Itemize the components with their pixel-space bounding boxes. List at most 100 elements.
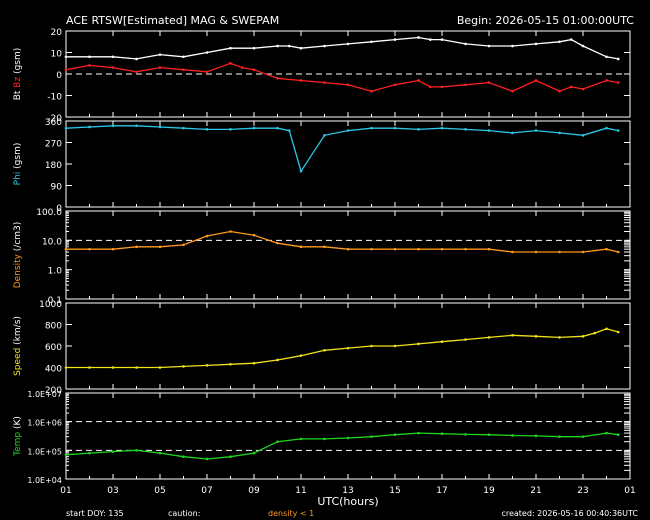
- data-point-bt: [346, 42, 350, 46]
- y-tick-label: 0.1: [48, 296, 62, 306]
- y-axis-label-part: (K): [13, 416, 23, 432]
- data-point-phi: [287, 129, 291, 132]
- data-point-speed: [182, 365, 185, 368]
- data-point-bt: [158, 53, 162, 56]
- panel-phi: 360 270 180 90 0 Phi (gsm): [13, 118, 631, 214]
- data-point-speed: [417, 342, 420, 346]
- data-point-speed: [135, 366, 138, 369]
- data-point-density: [511, 250, 514, 254]
- data-point-bz: [581, 87, 585, 91]
- y-axis-label-part: Temp: [13, 432, 23, 457]
- data-point-temp: [605, 431, 608, 435]
- data-point-bz: [135, 70, 138, 74]
- y-axis-label-part: (/cm3): [13, 222, 23, 254]
- data-point-density: [616, 250, 620, 254]
- y-tick-label: 180: [45, 161, 62, 171]
- data-point-temp: [616, 433, 620, 437]
- data-point-bz: [370, 89, 373, 93]
- data-point-speed: [605, 327, 608, 331]
- y-axis-label-part: Speed: [13, 348, 23, 376]
- y-tick-label: 1.0E+04: [27, 476, 62, 485]
- data-point-density: [135, 245, 138, 249]
- data-point-bt: [417, 36, 420, 39]
- y-tick-label: 1000: [39, 300, 62, 310]
- x-axis-label: UTC(hours): [317, 495, 378, 508]
- data-point-bz: [487, 81, 491, 84]
- y-axis-label-part: (gsm): [13, 48, 23, 77]
- data-point-speed: [64, 366, 68, 369]
- data-point-speed: [487, 336, 491, 339]
- data-point-density: [158, 245, 162, 249]
- data-point-temp: [323, 437, 326, 441]
- panel-temp: 1.0E+07 1.0E+06 1.0E+05 1.0E+04 Temp (K): [13, 390, 631, 485]
- data-point-phi: [616, 129, 620, 132]
- data-point-bz: [205, 70, 209, 74]
- x-tick-label: 11: [295, 486, 306, 496]
- data-point-density: [229, 230, 232, 233]
- data-point-bz: [440, 85, 444, 89]
- data-point-phi: [534, 129, 538, 132]
- data-point-speed: [299, 354, 303, 357]
- data-point-density: [182, 243, 185, 247]
- y-tick-label: 600: [45, 343, 62, 353]
- data-point-temp: [558, 435, 561, 438]
- data-point-bt: [299, 46, 303, 50]
- data-point-bt: [252, 46, 256, 50]
- y-tick-label: -10: [47, 93, 62, 103]
- x-tick-label: 09: [248, 486, 260, 496]
- data-point-temp: [581, 435, 585, 438]
- data-point-phi: [111, 124, 115, 128]
- x-tick-label: 15: [389, 486, 400, 496]
- data-point-bz: [417, 79, 420, 82]
- data-point-bt: [440, 38, 444, 41]
- y-tick-label: 1.0: [48, 267, 63, 277]
- data-point-speed: [370, 344, 373, 348]
- x-tick-label: 03: [107, 486, 118, 496]
- data-point-bt: [287, 44, 291, 48]
- data-point-density: [299, 245, 303, 249]
- data-point-speed: [581, 335, 585, 338]
- data-point-speed: [534, 335, 538, 338]
- created-time: created: 2026-05-16 00:40:36UTC: [501, 509, 638, 518]
- data-point-phi: [581, 134, 585, 137]
- data-point-phi: [299, 169, 303, 173]
- data-point-bz: [534, 79, 538, 82]
- data-point-bz: [64, 68, 68, 71]
- data-point-bt: [534, 42, 538, 46]
- data-point-bz: [111, 66, 115, 69]
- data-point-density: [64, 247, 68, 251]
- data-point-density: [605, 247, 608, 251]
- data-point-density: [276, 241, 279, 245]
- density-note: density < 1: [268, 509, 314, 518]
- data-point-density: [417, 247, 420, 251]
- data-point-density: [252, 233, 256, 237]
- data-point-phi: [346, 129, 350, 132]
- x-tick-label: 05: [154, 486, 165, 496]
- data-point-density: [558, 250, 561, 254]
- data-point-phi: [182, 126, 185, 130]
- y-tick-label: 10: [51, 50, 63, 60]
- series-line-phi: [65, 125, 619, 173]
- y-tick-label: 0: [56, 71, 62, 81]
- data-point-temp: [417, 431, 420, 435]
- series-line-bz: [65, 62, 619, 92]
- y-axis-label-speed: Speed (km/s): [13, 316, 23, 376]
- data-point-temp: [88, 451, 91, 455]
- data-point-bz: [558, 89, 561, 93]
- y-axis-label-temp: Temp (K): [13, 416, 23, 457]
- data-point-phi: [605, 126, 608, 130]
- data-point-bz: [346, 83, 350, 87]
- y-tick-label: 400: [45, 365, 62, 375]
- data-point-density: [111, 247, 115, 251]
- data-point-phi: [558, 131, 561, 135]
- y-tick-label: 200: [45, 386, 62, 396]
- data-point-speed: [558, 336, 561, 339]
- panel-speed: 1000 800 600 400 200 Speed (km/s): [13, 300, 631, 396]
- data-point-phi: [229, 128, 232, 131]
- x-tick-label: 13: [342, 486, 353, 496]
- data-point-bt: [393, 38, 397, 41]
- data-point-speed: [511, 333, 514, 337]
- y-tick-label: 0: [56, 204, 62, 214]
- data-point-speed: [593, 331, 597, 335]
